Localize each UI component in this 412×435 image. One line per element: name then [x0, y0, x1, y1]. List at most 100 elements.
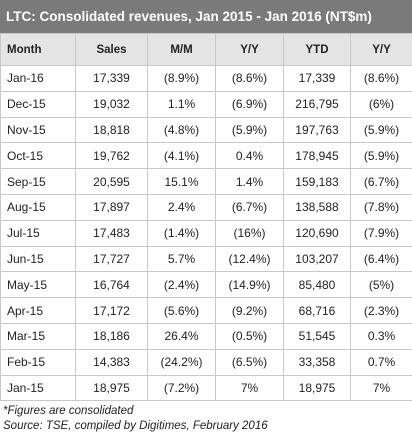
table-cell: 18,818	[75, 116, 148, 144]
table-cell: 18,975	[75, 374, 148, 402]
table-cell: Jul-15	[0, 219, 76, 247]
table-cell: (6.7%)	[350, 168, 412, 195]
table-cell: 51,545	[283, 322, 351, 350]
table-row: Apr-15 17,172 (5.6%) (9.2%) 68,716 (2.3%)	[0, 297, 412, 324]
table-title: LTC: Consolidated revenues, Jan 2015 - J…	[0, 0, 412, 33]
table-cell: 26.4%	[147, 322, 216, 350]
table-cell: (5.6%)	[147, 297, 216, 324]
table-row: Nov-15 18,818 (4.8%) (5.9%) 197,763 (5.9%)	[0, 116, 412, 144]
table-cell: (2.3%)	[350, 297, 412, 324]
table-cell: (14.9%)	[215, 271, 284, 299]
table-cell: 178,945	[283, 142, 351, 170]
table-cell: (5.9%)	[350, 116, 412, 144]
column-header: Y/Y	[350, 33, 412, 66]
table-cell: 7%	[215, 374, 284, 402]
table-row: Aug-15 17,897 2.4% (6.7%) 138,588 (7.8%)	[0, 193, 412, 221]
table-row: Jan-15 18,975 (7.2%) 7% 18,975 7%	[0, 374, 412, 402]
table-cell: Apr-15	[0, 297, 76, 324]
table-cell: 103,207	[283, 245, 351, 273]
table-cell: Jan-16	[0, 65, 76, 92]
table-row: Mar-15 18,186 26.4% (0.5%) 51,545 0.3%	[0, 322, 412, 350]
table-cell: 197,763	[283, 116, 351, 144]
column-header: YTD	[283, 33, 351, 66]
table-cell: 20,595	[75, 168, 148, 195]
table-cell: 14,383	[75, 348, 148, 376]
table-cell: 7%	[350, 374, 412, 402]
column-header: Month	[0, 33, 76, 66]
header-row: Month Sales M/M Y/Y YTD Y/Y	[0, 33, 412, 66]
table-cell: (4.8%)	[147, 116, 216, 144]
table-body: Jan-16 17,339 (8.9%) (8.6%) 17,339 (8.6%) Dec-…	[0, 65, 412, 402]
table-cell: (2.4%)	[147, 271, 216, 299]
table-cell: Oct-15	[0, 142, 76, 170]
table-cell: 159,183	[283, 168, 351, 195]
table-row: Jan-16 17,339 (8.9%) (8.6%) 17,339 (8.6%)	[0, 65, 412, 92]
table-cell: 68,716	[283, 297, 351, 324]
table-cell: 19,032	[75, 90, 148, 118]
table-cell: (7.8%)	[350, 193, 412, 221]
table-cell: (6.9%)	[215, 90, 284, 118]
table-cell: 17,339	[283, 65, 351, 92]
table-cell: 19,762	[75, 142, 148, 170]
table-cell: Dec-15	[0, 90, 76, 118]
table-cell: Nov-15	[0, 116, 76, 144]
table-cell: Sep-15	[0, 168, 76, 195]
table-cell: 1.4%	[215, 168, 284, 195]
column-header: M/M	[147, 33, 216, 66]
table-cell: 1.1%	[147, 90, 216, 118]
table-cell: 5.7%	[147, 245, 216, 273]
table-cell: Aug-15	[0, 193, 76, 221]
table-cell: 17,897	[75, 193, 148, 221]
table-cell: (24.2%)	[147, 348, 216, 376]
table-cell: (7.2%)	[147, 374, 216, 402]
table-cell: 138,588	[283, 193, 351, 221]
table-cell: (8.9%)	[147, 65, 216, 92]
table-cell: (7.9%)	[350, 219, 412, 247]
footnote: *Figures are consolidated	[3, 405, 134, 418]
table-cell: 18,975	[283, 374, 351, 402]
table-cell: (16%)	[215, 219, 284, 247]
table-cell: (0.5%)	[215, 322, 284, 350]
table-cell: (5.9%)	[350, 142, 412, 170]
table-row: Sep-15 20,595 15.1% 1.4% 159,183 (6.7%)	[0, 168, 412, 195]
table-cell: (6.7%)	[215, 193, 284, 221]
table-row: Jun-15 17,727 5.7% (12.4%) 103,207 (6.4%)	[0, 245, 412, 273]
table-cell: (1.4%)	[147, 219, 216, 247]
table-cell: 120,690	[283, 219, 351, 247]
revenue-table: Month Sales M/M Y/Y YTD Y/Y Jan-16 17,339 (8.9%…	[0, 33, 412, 402]
table-cell: Jan-15	[0, 374, 76, 402]
table-head: Month Sales M/M Y/Y YTD Y/Y	[0, 33, 412, 66]
table-row: Jul-15 17,483 (1.4%) (16%) 120,690 (7.9%)	[0, 219, 412, 247]
table-cell: (5%)	[350, 271, 412, 299]
footnote: Source: TSE, compiled by Digitimes, Febr…	[3, 420, 268, 433]
table-cell: 2.4%	[147, 193, 216, 221]
table-cell: 33,358	[283, 348, 351, 376]
table-cell: 0.3%	[350, 322, 412, 350]
table-cell: 0.7%	[350, 348, 412, 376]
table-cell: (6%)	[350, 90, 412, 118]
column-header: Sales	[75, 33, 148, 66]
table-cell: (5.9%)	[215, 116, 284, 144]
footer: *Figures are consolidated Source: TSE, co…	[0, 401, 412, 434]
column-header: Y/Y	[215, 33, 284, 66]
table-row: Dec-15 19,032 1.1% (6.9%) 216,795 (6%)	[0, 90, 412, 118]
table-cell: 18,186	[75, 322, 148, 350]
table-cell: 17,727	[75, 245, 148, 273]
table-cell: 17,172	[75, 297, 148, 324]
table-cell: (8.6%)	[215, 65, 284, 92]
table-cell: Jun-15	[0, 245, 76, 273]
table-cell: 85,480	[283, 271, 351, 299]
table-cell: 16,764	[75, 271, 148, 299]
table-cell: (4.1%)	[147, 142, 216, 170]
table-cell: 216,795	[283, 90, 351, 118]
table-cell: 15.1%	[147, 168, 216, 195]
table-cell: 0.4%	[215, 142, 284, 170]
table-cell: Feb-15	[0, 348, 76, 376]
table-row: Oct-15 19,762 (4.1%) 0.4% 178,945 (5.9%)	[0, 142, 412, 170]
table-cell: (12.4%)	[215, 245, 284, 273]
table-row: May-15 16,764 (2.4%) (14.9%) 85,480 (5%)	[0, 271, 412, 299]
table-row: Feb-15 14,383 (24.2%) (6.5%) 33,358 0.7%	[0, 348, 412, 376]
table-cell: (6.5%)	[215, 348, 284, 376]
table-cell: Mar-15	[0, 322, 76, 350]
